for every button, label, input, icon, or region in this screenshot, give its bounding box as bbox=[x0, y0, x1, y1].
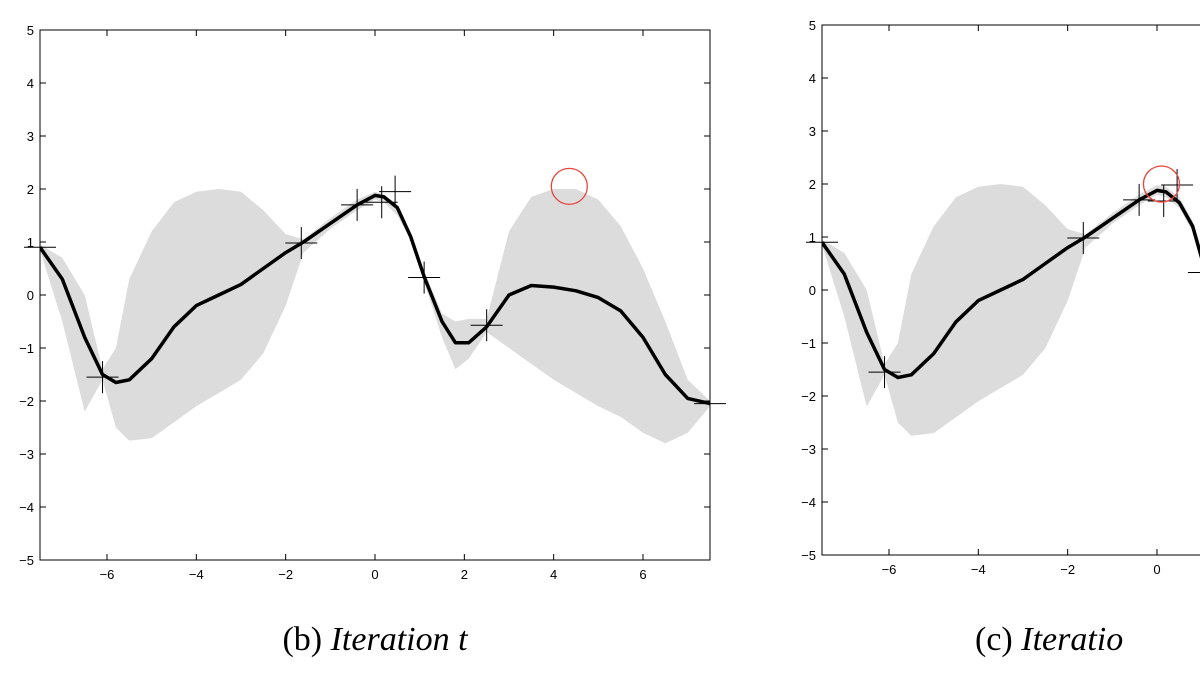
y-tick-label: 0 bbox=[809, 283, 816, 298]
caption-prefix-c: (c) bbox=[975, 621, 1013, 658]
x-tick-label: 4 bbox=[550, 567, 557, 582]
x-tick-label: 0 bbox=[1153, 562, 1160, 577]
next-query-marker bbox=[1142, 165, 1181, 203]
x-tick-label: −2 bbox=[278, 567, 293, 582]
observation-point bbox=[341, 188, 374, 221]
caption-c: (c) Iteratio bbox=[975, 621, 1123, 658]
observation-point bbox=[868, 356, 901, 389]
next-query-circle bbox=[550, 167, 588, 206]
panel-b: −6 −4 −2 0 2 4 6 −5 −4 −3 −2 −1 0 1 2 3 4 5 (b) Iteratio… bbox=[19, 23, 726, 658]
x-axis-ticks: −6 −4 −2 0 2 4 6 bbox=[100, 30, 647, 582]
x-tick-label: −2 bbox=[1060, 562, 1075, 577]
x-tick-label: 6 bbox=[639, 567, 646, 582]
y-tick-label: −1 bbox=[19, 341, 34, 356]
y-axis-ticks: −5 −4 −3 −2 −1 0 1 2 3 4 5 bbox=[19, 23, 710, 568]
observation-point bbox=[86, 361, 119, 394]
observation-point bbox=[1123, 183, 1156, 216]
confidence-band bbox=[40, 189, 710, 444]
y-axis-ticks: −5 −4 −3 −2 −1 0 1 2 3 4 5 bbox=[801, 18, 828, 563]
caption-b: (b) Iteration t bbox=[282, 621, 469, 658]
x-tick-label: −6 bbox=[100, 567, 115, 582]
y-tick-label: 4 bbox=[809, 71, 816, 86]
plot-area-b bbox=[40, 189, 710, 444]
observation-point bbox=[1187, 272, 1200, 274]
y-tick-label: 5 bbox=[809, 18, 816, 33]
observation-point bbox=[1067, 222, 1100, 255]
plot-area-c bbox=[822, 184, 1200, 436]
x-tick-label: −4 bbox=[971, 562, 986, 577]
observation-point bbox=[379, 175, 412, 208]
y-tick-label: −4 bbox=[19, 500, 34, 515]
x-axis-ticks: −6 −4 −2 0 bbox=[882, 25, 1161, 577]
y-tick-label: −5 bbox=[801, 548, 816, 563]
confidence-band bbox=[822, 184, 1200, 436]
y-tick-label: −1 bbox=[801, 336, 816, 351]
x-tick-label: 2 bbox=[461, 567, 468, 582]
caption-prefix-b: (b) bbox=[282, 621, 322, 658]
y-tick-label: 2 bbox=[809, 177, 816, 192]
observation-point bbox=[365, 186, 398, 219]
panel-c: −6 −4 −2 0 −5 −4 −3 −2 −1 0 1 2 3 4 5 (c) Iteratio bbox=[801, 18, 1200, 658]
caption-title-b: Iteration t bbox=[330, 621, 469, 658]
y-tick-label: −2 bbox=[801, 389, 816, 404]
y-tick-label: 3 bbox=[809, 124, 816, 139]
next-query-marker bbox=[550, 167, 588, 206]
y-tick-label: 4 bbox=[27, 76, 34, 91]
y-tick-label: 1 bbox=[809, 230, 816, 245]
observation-point bbox=[285, 227, 318, 260]
observation-point bbox=[408, 261, 441, 294]
y-tick-label: −2 bbox=[19, 394, 34, 409]
x-tick-label: −6 bbox=[882, 562, 897, 577]
y-tick-label: −5 bbox=[19, 553, 34, 568]
y-tick-label: 1 bbox=[27, 235, 34, 250]
x-tick-label: −4 bbox=[189, 567, 204, 582]
next-query-circle bbox=[1142, 165, 1181, 203]
y-tick-label: 0 bbox=[27, 288, 34, 303]
mean-curve bbox=[40, 193, 710, 406]
y-tick-label: 3 bbox=[27, 129, 34, 144]
y-tick-label: −3 bbox=[801, 442, 816, 457]
y-tick-label: −3 bbox=[19, 447, 34, 462]
observation-point bbox=[1147, 184, 1180, 217]
y-tick-label: 2 bbox=[27, 182, 34, 197]
x-tick-label: 0 bbox=[371, 567, 378, 582]
y-tick-label: −4 bbox=[801, 495, 816, 510]
caption-title-c: Iteratio bbox=[1020, 621, 1123, 658]
observation-point bbox=[470, 309, 503, 342]
y-tick-label: 5 bbox=[27, 23, 34, 38]
